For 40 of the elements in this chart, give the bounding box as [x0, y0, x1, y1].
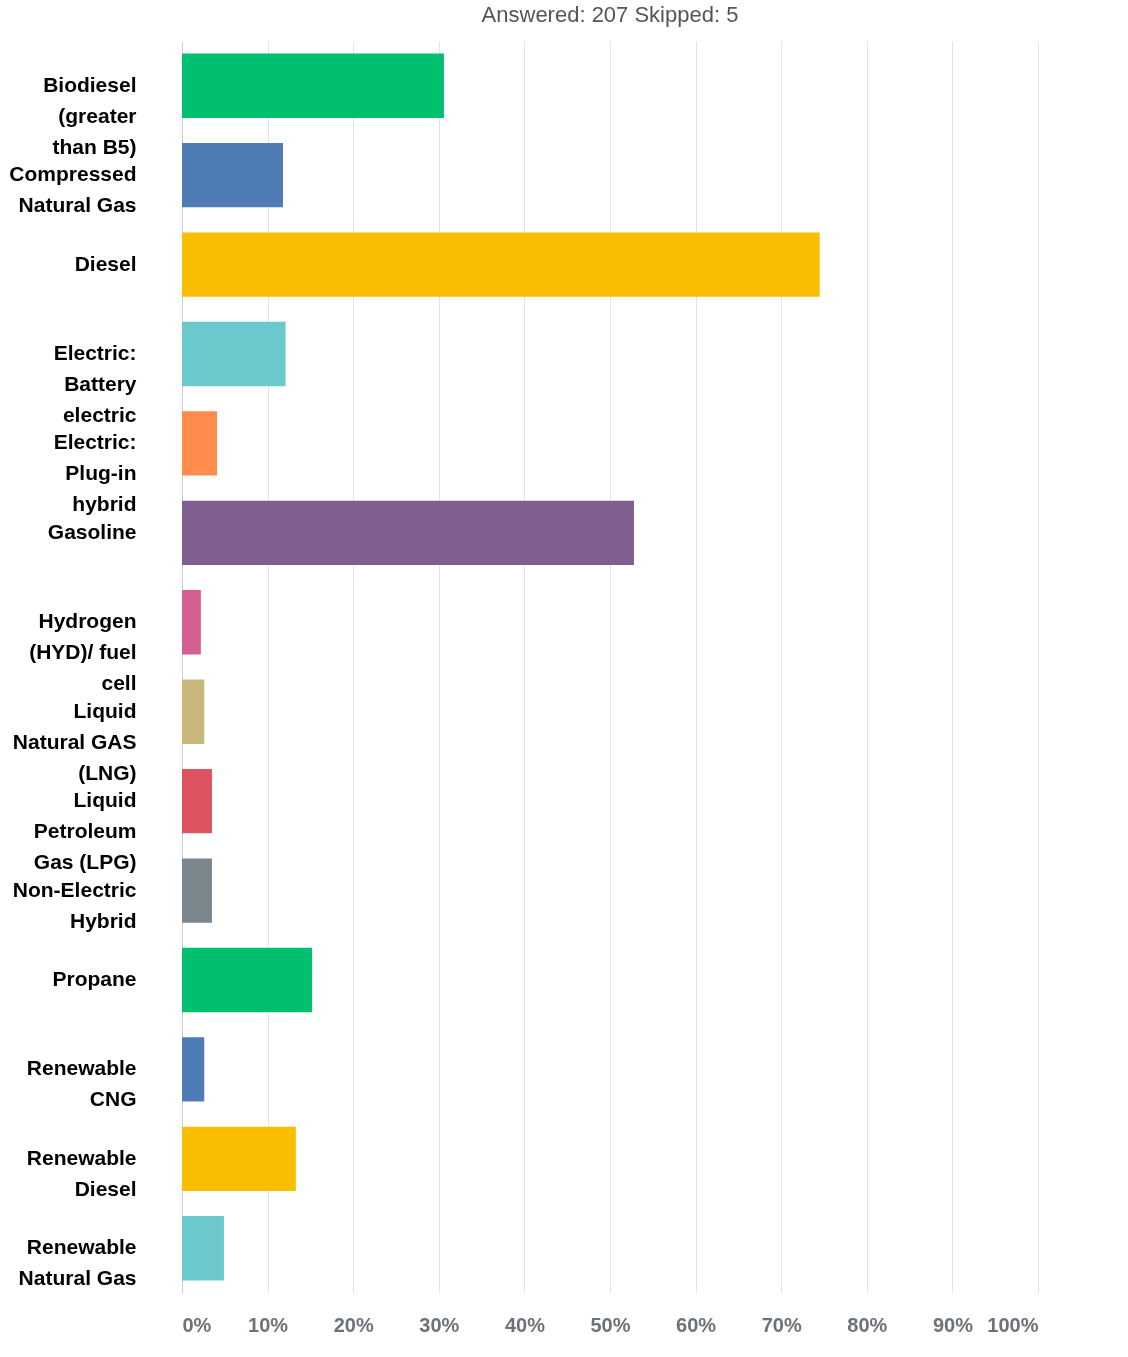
bar — [182, 1037, 205, 1102]
bar — [182, 590, 201, 655]
x-tick-label: 80% — [847, 1313, 888, 1336]
x-tick-label: 100% — [987, 1313, 1039, 1336]
y-tick-label: Biodiesel (greater than B5) — [43, 72, 137, 158]
bar — [182, 232, 820, 297]
y-tick-label: Non-Electric Hybrid — [12, 877, 137, 932]
y-tick-label: Renewable Diesel — [26, 1145, 137, 1200]
x-tick-label: 10% — [248, 1313, 289, 1336]
bar — [182, 142, 284, 208]
y-tick-label: Electric: Battery electric — [53, 341, 137, 426]
bar — [182, 411, 218, 476]
bar — [182, 1216, 224, 1281]
y-tick-label: Compressed Natural Gas — [9, 162, 137, 217]
x-tick-label: 90% — [932, 1313, 974, 1336]
bar — [182, 1126, 296, 1192]
x-tick-label: 60% — [676, 1313, 717, 1336]
x-tick-label: 20% — [333, 1313, 374, 1336]
y-tick-label: Liquid Petroleum Gas (LPG) — [33, 788, 137, 874]
bar — [182, 768, 212, 834]
bar — [182, 321, 286, 387]
x-tick-label: 30% — [419, 1313, 460, 1336]
y-tick-label: Propane — [52, 967, 137, 990]
bar — [182, 679, 205, 744]
x-tick-label: 40% — [504, 1313, 546, 1336]
y-tick-label: Diesel — [74, 251, 137, 275]
y-tick-label: Liquid Natural GAS (LNG) — [12, 698, 137, 784]
y-tick-label: Gasoline — [47, 519, 137, 543]
bar — [182, 947, 313, 1013]
x-tick-label: 70% — [761, 1313, 802, 1336]
x-tick-label: 0% — [182, 1313, 212, 1336]
y-tick-label: Electric: Plug-in hybrid — [53, 430, 137, 516]
x-tick-label: 50% — [590, 1313, 631, 1336]
bar — [182, 858, 212, 923]
bar — [182, 500, 634, 566]
y-tick-label: Renewable Natural Gas — [18, 1235, 137, 1290]
bar — [182, 53, 444, 118]
y-tick-label: Renewable CNG — [26, 1056, 137, 1111]
y-tick-label: Hydrogen (HYD)/ fuel cell — [29, 609, 137, 695]
chart-title: Answered: 207 Skipped: 5 — [481, 2, 739, 27]
